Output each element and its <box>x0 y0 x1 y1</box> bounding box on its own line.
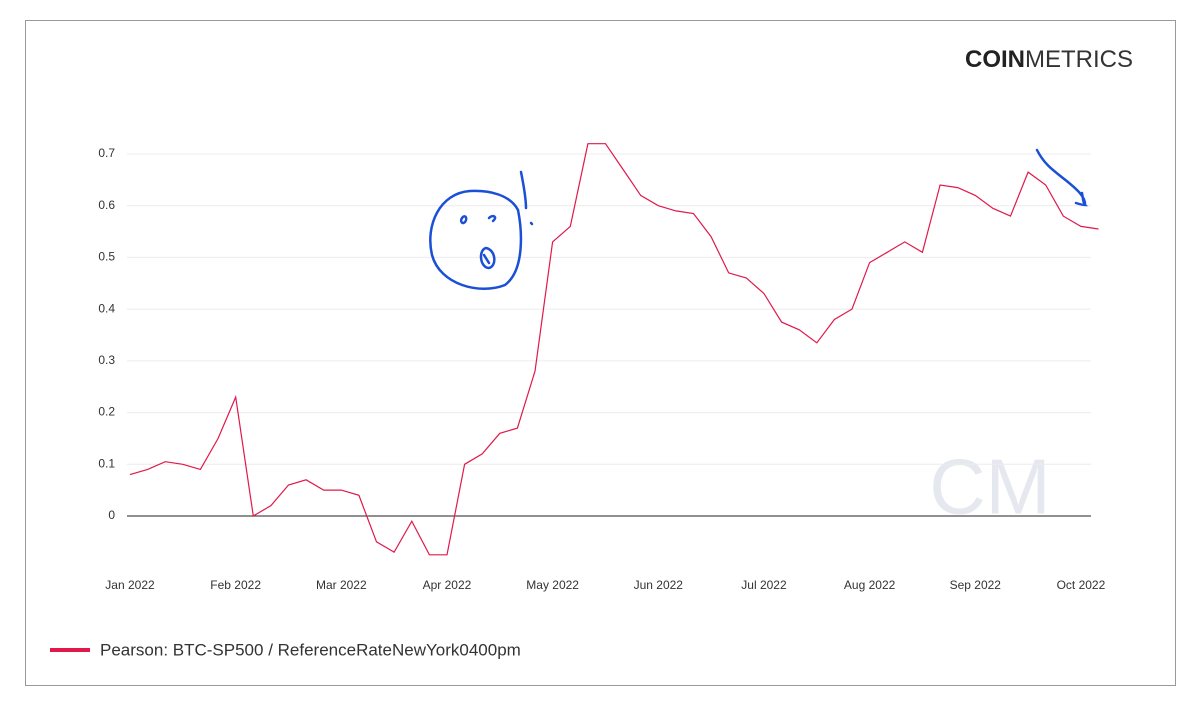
logo: COINMETRICS <box>965 46 1133 73</box>
doodle-eye <box>459 215 468 225</box>
y-tick-label: 0.3 <box>98 353 115 367</box>
y-tick-label: 0.7 <box>98 146 115 160</box>
x-tick-label: Apr 2022 <box>423 578 472 592</box>
logo-light: METRICS <box>1025 46 1133 73</box>
legend-label: Pearson: BTC-SP500 / ReferenceRateNewYor… <box>100 640 521 659</box>
doodle-eye <box>487 214 497 223</box>
x-tick-label: Jul 2022 <box>741 578 787 592</box>
series-line <box>129 143 1099 556</box>
x-tick-label: Jan 2022 <box>105 578 155 592</box>
x-tick-label: Feb 2022 <box>210 578 261 592</box>
x-tick-label: May 2022 <box>526 578 579 592</box>
doodle-face <box>429 189 523 290</box>
doodle-arrow <box>1035 148 1089 207</box>
x-tick-label: Sep 2022 <box>950 578 1002 592</box>
frame <box>25 20 1176 686</box>
y-tick-label: 0 <box>108 508 115 522</box>
doodle-mark <box>519 170 534 226</box>
y-tick-label: 0.6 <box>98 198 115 212</box>
doodle-mouth <box>479 246 496 270</box>
x-tick-label: Oct 2022 <box>1057 578 1106 592</box>
y-tick-label: 0.5 <box>98 250 115 264</box>
x-tick-label: Aug 2022 <box>844 578 896 592</box>
logo-bold: COIN <box>965 46 1025 73</box>
y-tick-label: 0.4 <box>98 301 115 315</box>
y-tick-label: 0.2 <box>98 405 115 419</box>
x-tick-label: Mar 2022 <box>316 578 367 592</box>
x-tick-label: Jun 2022 <box>634 578 684 592</box>
plot: 0 0.1 0.2 0.3 0.4 0.5 0.6 0.7 Jan 2022 Feb 2022 Ma… <box>98 143 1106 592</box>
y-tick-label: 0.1 <box>98 456 115 470</box>
annotation-doodle <box>429 148 1089 290</box>
watermark: CM <box>929 443 1050 531</box>
